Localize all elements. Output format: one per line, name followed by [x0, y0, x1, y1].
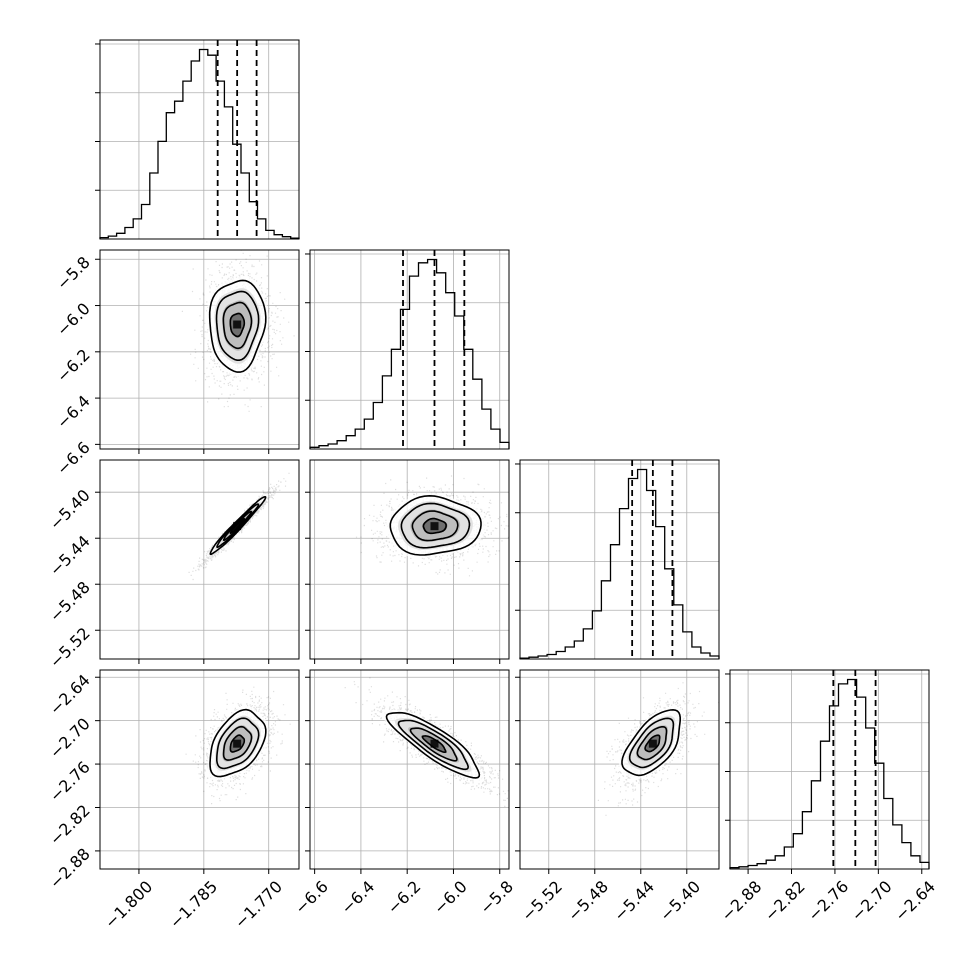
contour-0: [385, 711, 481, 779]
x-tick-label-2-2: −5.44: [610, 877, 658, 925]
y-tick-label-2-1: −5.48: [46, 578, 94, 626]
hist-panel-2: [515, 459, 720, 660]
contour-1: [628, 717, 675, 769]
contour-3: [421, 735, 447, 753]
contour-3: [229, 518, 246, 535]
histogram-1: [309, 258, 510, 449]
contour-2: [222, 301, 253, 350]
x-tick-label-0-0: −1.800: [101, 877, 156, 932]
x-tick-label-2-1: −5.48: [564, 877, 612, 925]
x-tick-label-0-1: −1.785: [166, 877, 221, 932]
x-tick-label-3-3: −2.70: [848, 877, 896, 925]
y-tick-label-3-1: −2.82: [46, 801, 94, 849]
y-tick-label-1-0: −6.6: [53, 438, 94, 479]
y-tick-label-1-4: −5.8: [53, 253, 94, 294]
y-tick-label-3-2: −2.76: [46, 757, 94, 805]
y-tick-label-1-3: −6.0: [53, 299, 94, 340]
y-tick-label-3-4: −2.64: [46, 671, 94, 719]
x-tick-label-1-3: −6.0: [430, 877, 471, 918]
y-tick-label-3-3: −2.70: [46, 714, 94, 762]
density-panel-1-0: [95, 249, 300, 454]
contour-2: [411, 510, 459, 542]
x-tick-label-3-0: −2.88: [717, 877, 765, 925]
density-panel-2-0: [95, 459, 300, 664]
contour-3: [229, 734, 246, 753]
contour-2: [409, 727, 458, 762]
contour-2: [222, 725, 253, 761]
y-tick-label-3-0: −2.88: [46, 844, 94, 892]
contour-3: [422, 517, 447, 535]
contour-0: [208, 279, 267, 373]
y-tick-label-1-1: −6.4: [53, 391, 94, 432]
contour-0: [389, 494, 482, 556]
contour-1: [216, 717, 260, 770]
contour-1: [397, 719, 470, 771]
y-tick-label-1-2: −6.2: [53, 345, 94, 386]
y-tick-label-2-0: −5.52: [46, 624, 94, 672]
x-tick-label-3-2: −2.76: [804, 877, 852, 925]
hist-panel-3: [725, 669, 930, 870]
contour-0: [209, 496, 267, 556]
x-tick-label-0-2: −1.770: [231, 877, 286, 932]
x-tick-label-2-3: −5.40: [656, 877, 704, 925]
x-tick-label-1-1: −6.4: [337, 877, 378, 918]
y-tick-label-2-2: −5.44: [46, 532, 94, 580]
density-panel-3-2: [515, 669, 720, 874]
contour-3: [229, 312, 246, 338]
contour-1: [216, 503, 260, 549]
density-panel-2-1: [305, 459, 510, 664]
x-tick-label-1-2: −6.2: [384, 877, 425, 918]
scatter-points: [597, 682, 719, 816]
hist-panel-0: [95, 39, 300, 240]
x-tick-label-1-4: −5.8: [476, 877, 517, 918]
x-tick-label-1-0: −6.6: [291, 877, 332, 918]
contour-0: [209, 708, 267, 778]
x-tick-label-3-4: −2.64: [891, 877, 939, 925]
histogram-0: [99, 48, 300, 239]
contour-2: [222, 510, 253, 541]
contour-3: [644, 734, 661, 753]
contour-1: [215, 290, 260, 361]
histogram-3: [729, 678, 930, 869]
hist-panel-1: [305, 249, 510, 450]
contour-1: [400, 502, 471, 549]
contour-2: [636, 726, 668, 761]
histogram-2: [519, 468, 720, 659]
x-tick-label-2-0: −5.52: [518, 877, 566, 925]
contour-0: [621, 708, 681, 777]
x-tick-label-3-1: −2.82: [761, 877, 809, 925]
density-panel-3-1: [305, 669, 510, 874]
density-panel-3-0: [95, 669, 300, 874]
y-tick-label-2-3: −5.40: [46, 486, 94, 534]
